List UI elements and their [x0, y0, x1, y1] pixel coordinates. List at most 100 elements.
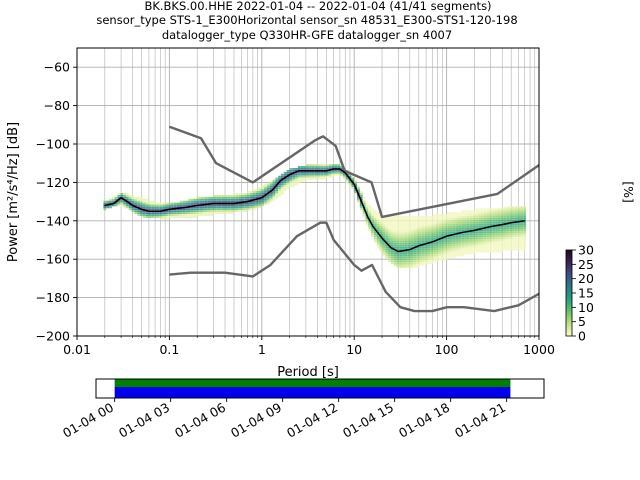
histogram-cell [509, 233, 512, 236]
histogram-cell [461, 219, 465, 222]
histogram-cell [382, 250, 386, 253]
histogram-cell [255, 202, 259, 205]
histogram-cell [227, 212, 231, 215]
histogram-cell [430, 260, 434, 263]
histogram-cell [382, 242, 386, 245]
histogram-cell [419, 225, 422, 228]
histogram-cell [447, 223, 450, 226]
histogram-cell [435, 258, 439, 261]
histogram-cell [475, 231, 479, 234]
histogram-cell [204, 200, 208, 203]
histogram-cell [314, 171, 318, 174]
histogram-cell [379, 217, 383, 220]
histogram-cell [419, 237, 422, 239]
histogram-cell [266, 200, 270, 203]
histogram-cell [523, 244, 527, 247]
histogram-cell [340, 168, 343, 170]
histogram-cell [159, 216, 163, 218]
histogram-cell [410, 246, 414, 249]
data-coverage-axis: 01-04 00 01-04 03 01-04 06 01-04 09 01-04 12… [60, 378, 545, 441]
histogram-cell [292, 169, 296, 172]
histogram-cell [207, 206, 211, 209]
histogram-cell [447, 250, 450, 253]
histogram-cell [295, 175, 298, 178]
histogram-cell [444, 246, 448, 249]
histogram-cell [424, 252, 428, 255]
histogram-cell [514, 246, 518, 249]
histogram-cell [295, 173, 298, 176]
histogram-cell [469, 252, 473, 255]
y-tick-label: −100 [36, 137, 70, 152]
histogram-cell [123, 206, 126, 209]
histogram-cell [466, 216, 470, 218]
histogram-cell [241, 194, 245, 197]
histogram-cell [447, 239, 450, 241]
histogram-cell [210, 200, 214, 203]
histogram-cell [216, 194, 219, 197]
histogram-cell [486, 229, 490, 232]
histogram-cell [433, 244, 436, 247]
histogram-cell [416, 264, 419, 266]
histogram-cell [421, 217, 425, 220]
histogram-cell [365, 202, 369, 205]
histogram-cell [416, 229, 419, 232]
histogram-cell [196, 208, 200, 211]
histogram-cell [413, 248, 417, 251]
histogram-cell [404, 229, 408, 232]
histogram-cell [328, 171, 332, 174]
histogram-cell [396, 248, 400, 251]
ppsd-plot-area: 0.01 0.1 1 10 100 1000 −200−180−160−140−120−1… [36, 47, 555, 357]
histogram-cell [404, 237, 408, 239]
histogram-cell [368, 229, 372, 232]
histogram-cell [142, 212, 146, 215]
histogram-cell [190, 204, 194, 207]
histogram-cell [221, 194, 225, 197]
histogram-cell [410, 258, 414, 261]
histogram-cell [509, 223, 512, 226]
histogram-cell [450, 212, 453, 215]
histogram-cell [137, 200, 141, 203]
histogram-cell [430, 235, 434, 238]
histogram-cell [379, 242, 383, 245]
histogram-cell [520, 212, 524, 215]
histogram-cell [492, 248, 496, 251]
histogram-cell [419, 250, 422, 253]
histogram-cell [196, 196, 200, 199]
histogram-cell [438, 242, 442, 245]
histogram-cell [517, 248, 521, 251]
histogram-cell [509, 241, 512, 243]
histogram-cell [441, 214, 445, 216]
histogram-cell [354, 193, 357, 195]
histogram-cell [444, 233, 448, 236]
histogram-cell [173, 214, 177, 216]
histogram-cell [413, 264, 417, 266]
histogram-cell [388, 239, 391, 241]
histogram-cell [435, 256, 439, 259]
histogram-cell [424, 216, 428, 218]
histogram-cell [517, 210, 521, 213]
histogram-cell [128, 200, 132, 203]
histogram-cell [466, 233, 470, 236]
histogram-cell [421, 237, 425, 239]
histogram-cell [280, 175, 284, 178]
histogram-cell [472, 252, 476, 255]
histogram-cell [210, 204, 214, 207]
histogram-cell [393, 229, 397, 232]
histogram-cell [216, 212, 219, 215]
histogram-cell [179, 210, 183, 213]
histogram-cell [244, 202, 248, 205]
histogram-cell [334, 171, 338, 174]
histogram-cell [399, 239, 403, 241]
histogram-cell [204, 202, 208, 205]
histogram-cell [280, 183, 284, 186]
histogram-cell [523, 219, 527, 222]
histogram-cell [376, 214, 380, 216]
histogram-cell [402, 235, 405, 238]
histogram-cell [402, 229, 405, 232]
histogram-cell [441, 231, 445, 234]
histogram-cell [258, 198, 262, 201]
histogram-cell [497, 212, 501, 215]
histogram-cell [402, 246, 405, 249]
histogram-cell [396, 237, 400, 239]
histogram-cell [289, 171, 293, 174]
